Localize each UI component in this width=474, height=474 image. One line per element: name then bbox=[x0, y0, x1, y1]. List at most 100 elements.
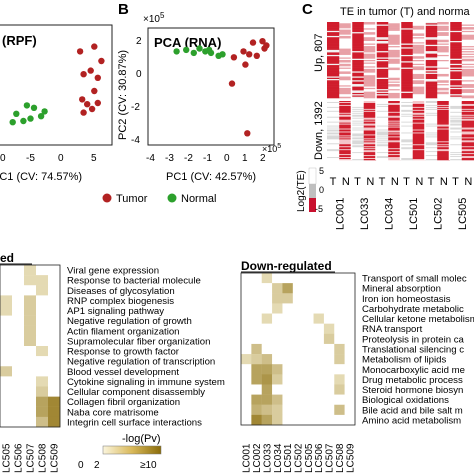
te-cell bbox=[449, 79, 463, 81]
te-cell bbox=[351, 82, 365, 85]
enrichment-cell bbox=[12, 366, 25, 377]
enrichment-cell bbox=[241, 374, 252, 385]
te-cell bbox=[449, 102, 463, 105]
te-cell bbox=[376, 72, 389, 75]
te-cell bbox=[400, 65, 414, 67]
enrichment-cell bbox=[334, 293, 345, 304]
te-cell bbox=[400, 101, 414, 103]
te-cell bbox=[339, 158, 352, 160]
tn-label: N bbox=[415, 176, 423, 188]
sample-label: LC501 bbox=[283, 443, 294, 473]
te-cell bbox=[449, 60, 463, 62]
te-cell bbox=[461, 35, 474, 38]
enrichment-cell bbox=[12, 315, 25, 326]
te-cell bbox=[437, 90, 450, 92]
te-cell bbox=[449, 71, 463, 73]
te-cell bbox=[437, 63, 450, 66]
te-cell bbox=[351, 141, 365, 143]
te-cell bbox=[351, 35, 365, 38]
te-cell bbox=[412, 80, 426, 82]
te-cell bbox=[339, 129, 352, 131]
te-cell bbox=[363, 48, 377, 51]
enrichment-cell bbox=[12, 295, 25, 306]
tn-label: N bbox=[342, 176, 350, 188]
te-cell bbox=[363, 70, 377, 72]
te-cell bbox=[461, 114, 474, 117]
te-cell bbox=[351, 114, 365, 117]
te-cell bbox=[400, 56, 414, 58]
te-cell bbox=[449, 145, 463, 147]
enrichment-cell bbox=[272, 394, 283, 405]
enrichment-cell bbox=[0, 305, 13, 316]
te-cell bbox=[400, 91, 414, 94]
te-cell bbox=[437, 127, 450, 129]
te-cell bbox=[363, 157, 377, 159]
te-cell bbox=[327, 134, 340, 136]
enrichment-cell bbox=[344, 313, 356, 324]
te-cell bbox=[425, 77, 438, 80]
te-cell bbox=[400, 29, 414, 32]
te-cell bbox=[400, 154, 414, 156]
te-cell bbox=[327, 43, 340, 46]
te-cell bbox=[339, 127, 352, 129]
te-cell bbox=[412, 89, 426, 91]
te-cell bbox=[339, 33, 352, 35]
enrichment-cell bbox=[48, 305, 61, 316]
enrichment-cell bbox=[334, 354, 345, 365]
te-cell bbox=[327, 32, 340, 34]
te-cell bbox=[400, 41, 414, 43]
te-cell bbox=[437, 72, 450, 75]
te-cell bbox=[376, 107, 389, 110]
te-cell bbox=[425, 129, 438, 131]
te-cell bbox=[376, 86, 389, 89]
te-cell bbox=[425, 82, 438, 85]
te-cell bbox=[400, 32, 414, 34]
te-cell bbox=[388, 128, 401, 130]
te-cell bbox=[376, 70, 389, 72]
te-cell bbox=[363, 35, 377, 38]
te-cell bbox=[437, 118, 450, 120]
te-cell bbox=[449, 147, 463, 149]
enrichment-cell bbox=[251, 414, 262, 426]
te-cell bbox=[388, 143, 401, 145]
te-cell bbox=[327, 81, 340, 84]
te-cell bbox=[437, 30, 450, 33]
te-cell bbox=[449, 134, 463, 136]
te-cell bbox=[388, 140, 401, 142]
enrichment-cell bbox=[303, 354, 314, 365]
enrichment-cell bbox=[0, 386, 13, 397]
te-cell bbox=[376, 48, 389, 51]
te-cell bbox=[363, 73, 377, 76]
term-label: Diseases of glycosylation bbox=[67, 286, 175, 297]
te-cell bbox=[363, 57, 377, 60]
te-cell bbox=[412, 60, 426, 62]
te-cell bbox=[449, 137, 463, 139]
te-cell bbox=[339, 58, 352, 61]
enrichment-cell bbox=[241, 384, 252, 395]
enrichment-cell bbox=[241, 343, 252, 355]
te-cell bbox=[461, 116, 474, 119]
te-cell bbox=[339, 72, 352, 75]
te-cell bbox=[437, 105, 450, 108]
te-cell bbox=[388, 22, 401, 24]
te-cell bbox=[351, 149, 365, 151]
tumor-point bbox=[259, 38, 266, 45]
te-cell bbox=[400, 143, 414, 145]
te-cell bbox=[363, 118, 377, 120]
enrichment-cell bbox=[241, 414, 252, 426]
panel-b-xtick: -1 bbox=[203, 153, 212, 164]
te-cell bbox=[449, 66, 463, 68]
te-cell bbox=[461, 104, 474, 107]
te-cell bbox=[327, 41, 340, 43]
te-cell bbox=[412, 113, 426, 116]
te-cell bbox=[363, 153, 377, 155]
te-cell bbox=[339, 82, 352, 85]
te-cell bbox=[400, 22, 414, 24]
te-cell bbox=[461, 131, 474, 133]
te-cell bbox=[351, 48, 365, 51]
te-cell bbox=[449, 87, 463, 90]
te-cell bbox=[327, 91, 340, 94]
te-cell bbox=[461, 57, 474, 60]
te-cell bbox=[400, 42, 414, 44]
te-cell bbox=[339, 87, 352, 90]
